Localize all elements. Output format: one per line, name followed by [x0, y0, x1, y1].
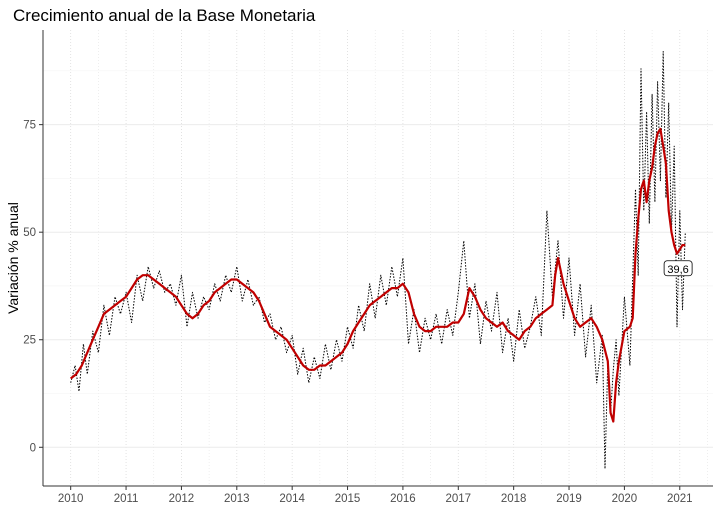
- x-tick-label: 2019: [556, 493, 582, 505]
- x-tick-label: 2014: [279, 493, 305, 505]
- x-ticks: 2010 2011 2012 2013 2014 2015 2016 2017 2018 2019…: [58, 486, 693, 505]
- x-tick-label: 2018: [501, 493, 527, 505]
- x-tick-label: 2021: [667, 493, 693, 505]
- y-axis-label: Variación % anual: [5, 202, 21, 314]
- y-tick-label: 75: [23, 120, 36, 132]
- annotation-box: [663, 260, 693, 277]
- grid: [42, 30, 713, 486]
- weekly-series-line: [70, 51, 686, 470]
- y-tick-label: 0: [30, 442, 36, 454]
- y-tick-label: 25: [23, 335, 36, 347]
- x-tick-label: 2015: [335, 493, 361, 505]
- x-tick-label: 2017: [445, 493, 471, 505]
- smoothed-series-line: [70, 127, 686, 423]
- annotation: 39,6: [663, 260, 693, 277]
- x-tick-label: 2013: [224, 493, 250, 505]
- x-tick-label: 2012: [169, 493, 195, 505]
- y-ticks: 0 25 50 75: [23, 120, 43, 454]
- annotation-label: 39,6: [667, 264, 688, 276]
- series-group: [70, 51, 686, 470]
- x-tick-label: 2011: [114, 493, 139, 505]
- x-tick-label: 2020: [612, 493, 638, 505]
- chart-title: Crecimiento anual de la Base Monetaria: [13, 6, 316, 25]
- y-tick-label: 50: [23, 227, 36, 239]
- x-tick-label: 2016: [390, 493, 416, 505]
- x-tick-label: 2010: [58, 493, 84, 505]
